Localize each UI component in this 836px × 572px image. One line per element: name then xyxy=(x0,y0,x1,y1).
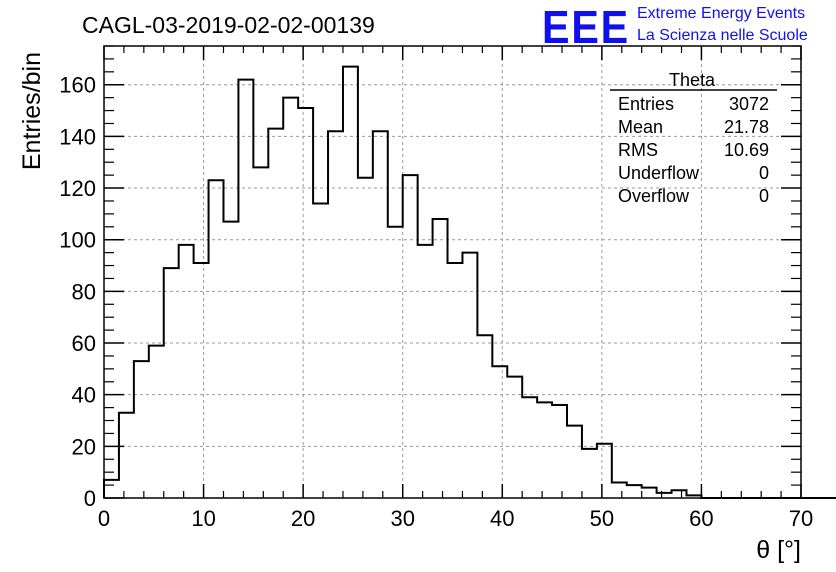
x-tick-label: 10 xyxy=(191,506,215,531)
stats-row-value: 21.78 xyxy=(724,117,769,137)
x-tick-label: 40 xyxy=(490,506,514,531)
y-axis-label: Entries/bin xyxy=(18,52,46,170)
tick-labels: 0 10 20 30 40 50 60 70 0 20 40 60 80 100 120 140 160 xyxy=(59,73,813,531)
y-tick-label: 40 xyxy=(72,383,96,408)
logo-line-1: Extreme Energy Events xyxy=(637,5,805,22)
grid-lines xyxy=(104,46,801,498)
x-tick-label: 50 xyxy=(590,506,614,531)
y-tick-label: 160 xyxy=(59,73,96,98)
y-tick-label: 20 xyxy=(72,434,96,459)
x-axis-label: θ [°] xyxy=(756,536,801,564)
y-tick-label: 80 xyxy=(72,279,96,304)
logo-line-2: La Scienza nelle Scuole xyxy=(637,27,808,44)
y-tick-label: 100 xyxy=(59,228,96,253)
x-tick-label: 20 xyxy=(291,506,315,531)
stats-row-value: 10.69 xyxy=(724,140,769,160)
stats-row-value: 0 xyxy=(759,163,769,183)
x-tick-label: 60 xyxy=(689,506,713,531)
stats-row-value: 3072 xyxy=(729,94,769,114)
stats-row-label: Underflow xyxy=(618,163,700,183)
y-tick-label: 0 xyxy=(84,486,96,511)
stats-title: Theta xyxy=(669,70,716,90)
y-tick-label: 140 xyxy=(59,124,96,149)
x-tick-label: 0 xyxy=(98,506,110,531)
stats-row-value: 0 xyxy=(759,186,769,206)
stats-row-label: Entries xyxy=(618,94,674,114)
x-tick-label: 70 xyxy=(789,506,813,531)
y-tick-label: 120 xyxy=(59,176,96,201)
stats-rows: Entries 3072 Mean 21.78 RMS 10.69 Underflow 0 Ov… xyxy=(618,94,769,206)
stats-row-label: Overflow xyxy=(618,186,690,206)
chart-title: CAGL-03-2019-02-02-00139 xyxy=(82,12,375,38)
logo-mark: EEE xyxy=(542,1,630,53)
plot-frame xyxy=(103,45,802,499)
stats-row-label: Mean xyxy=(618,117,663,137)
x-tick-label: 30 xyxy=(390,506,414,531)
y-tick-label: 60 xyxy=(72,331,96,356)
stats-box: Theta Entries 3072 Mean 21.78 RMS 10.69 Underf… xyxy=(610,70,777,206)
eee-logo: EEE Extreme Energy Events La Scienza nel… xyxy=(542,1,808,53)
stats-row-label: RMS xyxy=(618,140,658,160)
axis-ticks xyxy=(103,45,802,499)
